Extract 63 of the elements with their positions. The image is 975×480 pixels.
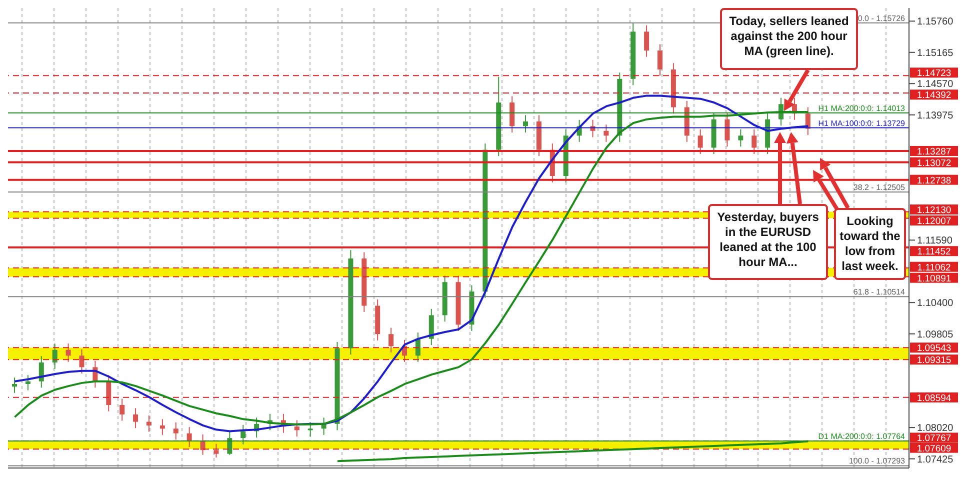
ref-line-label: 1.12738 <box>916 175 952 186</box>
candlestick <box>160 418 165 436</box>
ref-line-label: H1 MA:200:0:0: 1.14013 <box>818 104 906 113</box>
ref-line-label: 1.10891 <box>916 273 952 284</box>
ref-line-label: 1.07609 <box>916 443 952 454</box>
candlestick <box>752 128 757 154</box>
candlestick <box>186 426 192 448</box>
candlestick <box>510 96 515 133</box>
candlestick <box>227 431 232 456</box>
candlestick <box>738 128 744 148</box>
annotation: 100.0 - 1.07293 <box>848 456 906 466</box>
ref-line-label: 1.14392 <box>916 90 952 102</box>
candlestick <box>644 24 650 58</box>
candlestick <box>724 112 730 148</box>
candlestick <box>66 343 71 362</box>
annotation: Today, sellers leaned against the 200 hour MA (green line). <box>720 8 858 70</box>
ref-line-label: 1.09543 <box>916 343 952 354</box>
candlestick <box>120 398 125 422</box>
candlestick <box>133 408 138 429</box>
candlestick <box>214 443 219 458</box>
ref-line-label: D1 MA:200:0:0: 1.07764 <box>818 432 906 442</box>
candlestick <box>146 414 152 432</box>
y-tick-label: 1.11590 <box>917 236 953 247</box>
ref-line-label: 1.12007 <box>916 216 952 227</box>
candlestick <box>79 348 84 374</box>
y-tick-label: 1.14570 <box>917 79 954 90</box>
y-tick-label: 1.10400 <box>917 298 954 310</box>
ref-line-label: 1.13072 <box>916 158 952 169</box>
ref-line-label: 1.07767 <box>916 433 952 444</box>
ref-line-label: 1.11452 <box>917 246 951 258</box>
candlestick <box>240 424 246 445</box>
candlestick <box>604 124 609 142</box>
candlestick <box>12 377 17 394</box>
ref-line-label: 1.14723 <box>916 68 952 80</box>
candlestick <box>428 308 434 346</box>
y-tick-label: 1.09805 <box>917 329 954 340</box>
candlestick <box>38 356 44 388</box>
ref-line-label: 1.11062 <box>917 262 951 274</box>
candlestick <box>294 420 300 437</box>
candlestick <box>52 343 58 370</box>
candlestick <box>523 114 528 133</box>
y-tick-label: 1.15165 <box>917 48 954 59</box>
annotation: Looking toward the low from last week. <box>834 208 906 280</box>
ref-line-label: H1 MA:100:0:0: 1.13729 <box>818 118 906 128</box>
candlestick <box>657 44 662 76</box>
annotation: 0.0 - 1.15726 <box>858 14 906 23</box>
annotation: 61.8 - 1.10514 <box>853 288 906 297</box>
candlestick <box>698 128 703 154</box>
candlestick <box>25 374 30 391</box>
candlestick <box>106 374 112 412</box>
annotation: 38.2 - 1.12505 <box>853 183 906 192</box>
ref-line-label: 1.12130 <box>916 204 952 216</box>
ref-line-label: 1.08594 <box>916 392 952 404</box>
annotation: Yesterday, buyers in the EURUSD leaned at the 100 hour MA... <box>708 204 828 280</box>
candlestick <box>388 327 394 353</box>
y-tick-label: 1.15760 <box>917 16 954 28</box>
ref-line-label: 1.13287 <box>916 146 952 158</box>
candlestick <box>173 422 178 440</box>
y-tick-label: 1.13975 <box>917 110 954 122</box>
y-tick-label: 1.08020 <box>917 423 954 434</box>
candlestick <box>308 422 313 437</box>
y-tick-label: 1.07425 <box>917 454 954 466</box>
ref-line-label: 1.09315 <box>916 355 952 366</box>
